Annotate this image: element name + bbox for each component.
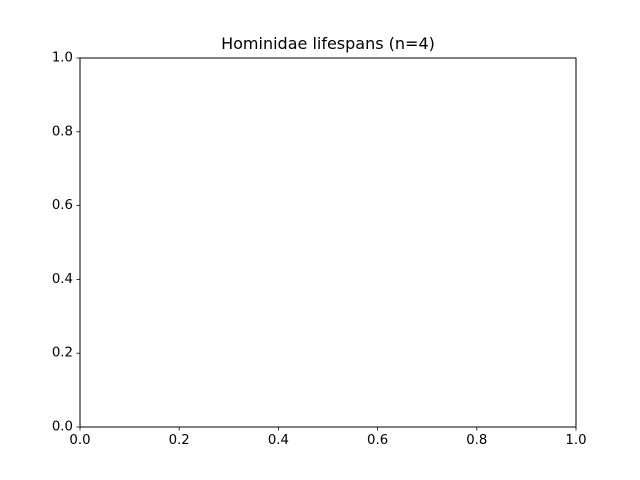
x-tick-label: 0.6: [367, 433, 388, 448]
x-tick-label: 0.8: [466, 433, 487, 448]
y-tick-label: 0.6: [52, 198, 73, 213]
y-tick-label: 0.4: [52, 272, 73, 287]
y-tick-label: 1.0: [52, 51, 73, 66]
y-tick-label: 0.0: [52, 420, 73, 435]
x-tick-label: 0.2: [169, 433, 190, 448]
x-tick-label: 0.4: [268, 433, 289, 448]
plot-area-frame: [79, 57, 577, 428]
chart-title: Hominidae lifespans (n=4): [221, 34, 435, 53]
x-tick-label: 1.0: [565, 433, 586, 448]
y-axis-ticks: 0.0 0.2 0.4 0.6 0.8 1.0: [52, 51, 80, 435]
y-tick-label: 0.2: [52, 346, 73, 361]
x-tick-label: 0.0: [69, 433, 90, 448]
y-tick-label: 0.8: [52, 124, 73, 139]
x-axis-ticks: 0.0 0.2 0.4 0.6 0.8 1.0: [69, 427, 587, 448]
